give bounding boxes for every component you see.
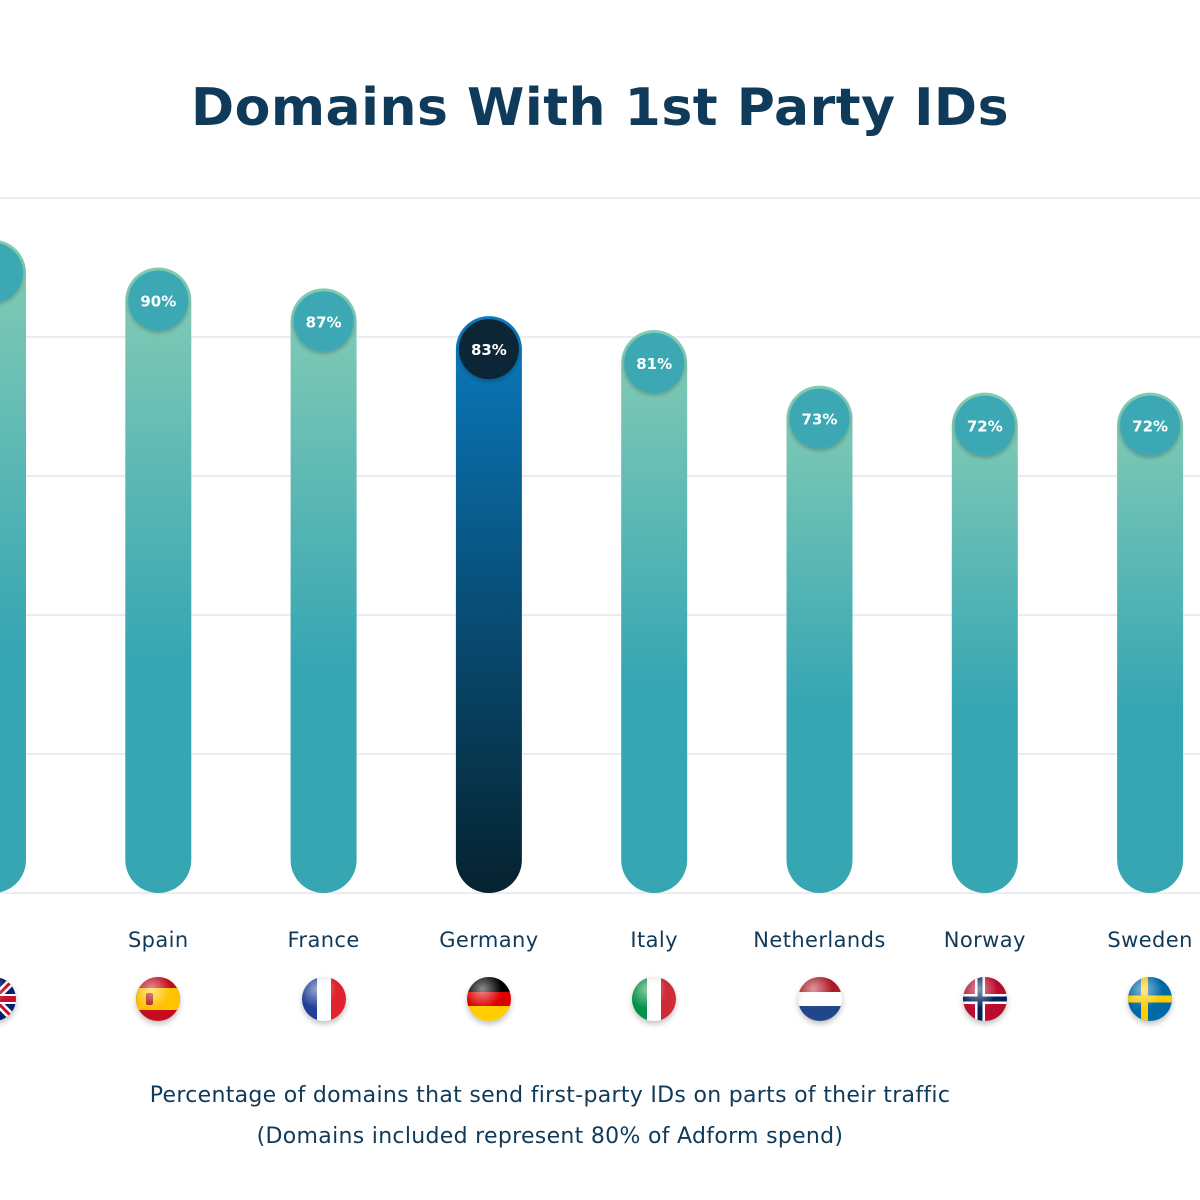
flag-france-icon xyxy=(301,977,346,1021)
flag-netherlands-icon xyxy=(797,977,842,1021)
value-label-france: 87% xyxy=(306,313,342,331)
bar-uk xyxy=(0,240,26,893)
value-bubbles: % 90% 87% 83% 81% 73% 72% 72% xyxy=(0,243,1181,456)
value-bubble-france xyxy=(293,291,354,352)
value-label-netherlands: 73% xyxy=(802,411,838,429)
bar-netherlands xyxy=(786,385,853,893)
value-bubble-uk xyxy=(0,243,23,302)
flag-spain-icon xyxy=(136,977,181,1021)
flag-italy-icon xyxy=(632,977,677,1021)
value-label-italy: 81% xyxy=(636,355,672,373)
bar-italy xyxy=(621,330,688,893)
value-label-sweden: 72% xyxy=(1132,418,1168,436)
value-bubble-germany xyxy=(458,319,519,380)
value-bubble-spain xyxy=(128,270,189,331)
value-label-spain: 90% xyxy=(140,293,176,311)
chart-title: Domains With 1st Party IDs xyxy=(190,78,1010,138)
flag-uk-icon xyxy=(0,977,16,1021)
value-label-germany: 83% xyxy=(471,341,507,359)
category-label-italy: Italy xyxy=(630,928,678,952)
bar-spain xyxy=(125,267,192,893)
value-bubble-sweden xyxy=(1120,395,1181,456)
category-label-france: France xyxy=(287,928,360,952)
flag-sweden-icon xyxy=(1128,977,1173,1021)
category-label-spain: Spain xyxy=(127,928,189,952)
value-label-uk: % xyxy=(0,265,1,283)
caption-line-2: (Domains included represent 80% of Adfor… xyxy=(256,1124,844,1149)
caption-line-1: Percentage of domains that send first-pa… xyxy=(149,1083,951,1108)
bar-sweden xyxy=(1117,392,1184,893)
bar-france xyxy=(290,288,357,894)
grid-lines xyxy=(0,197,1200,894)
value-label-norway: 72% xyxy=(967,418,1003,436)
flag-germany-icon xyxy=(466,977,511,1021)
bar-chart: % 90% 87% 83% 81% 73% 72% 72% xyxy=(0,197,1200,894)
bars xyxy=(0,240,1184,894)
value-bubble-norway xyxy=(954,395,1015,456)
flag-norway-icon xyxy=(962,977,1007,1021)
category-label-sweden: Sweden xyxy=(1107,928,1193,952)
bar-germany xyxy=(455,316,522,893)
category-label-norway: Norway xyxy=(943,928,1026,952)
value-bubble-italy xyxy=(624,333,685,394)
category-label-netherlands: Netherlands xyxy=(753,928,886,952)
category-label-germany: Germany xyxy=(439,928,539,952)
bar-norway xyxy=(951,392,1018,893)
value-bubble-netherlands xyxy=(789,388,850,449)
